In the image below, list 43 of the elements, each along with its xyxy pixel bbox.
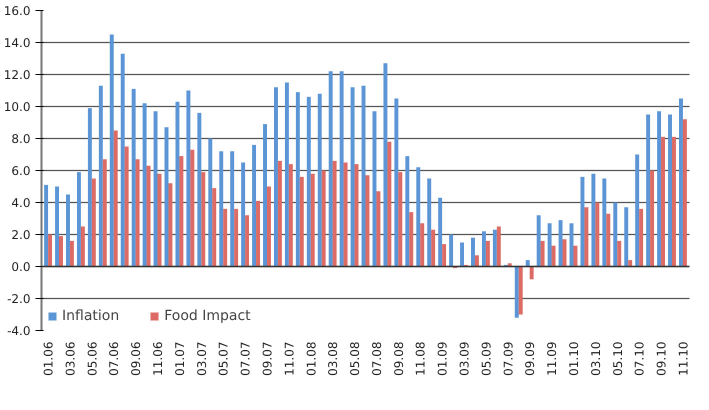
y-tick-label: 8.0 [11,132,31,146]
x-tick-label: 01.08 [304,341,318,376]
x-tick-label: 11.10 [676,341,690,376]
x-tick-label: 07.06 [107,341,122,376]
x-tick-label: 05.08 [348,341,362,376]
x-tick-label: 07.09 [501,341,516,376]
y-tick-label: 0.0 [11,260,31,274]
x-tick-label: 09.10 [654,341,669,376]
legend-label: Food Impact [164,308,251,324]
y-tick-label: -4.0 [7,324,31,338]
y-tick-label: 6.0 [11,164,31,178]
x-tick-label: 01.06 [42,341,56,376]
x-tick-label: 11.09 [545,341,560,376]
y-tick-label: 14.0 [4,36,30,50]
y-tick-label: 2.0 [11,228,31,242]
x-tick-label: 05.07 [216,341,231,376]
x-tick-label: 03.07 [194,341,209,376]
x-tick-label: 03.06 [63,341,78,376]
x-tick-label: 11.06 [151,341,166,376]
y-tick-label: 10.0 [4,100,30,114]
y-tick-label: 16.0 [4,4,30,18]
x-tick-label: 07.07 [238,341,253,376]
x-tick-label: 11.07 [282,341,296,376]
x-tick-label: 09.08 [392,341,406,376]
x-tick-label: 01.10 [566,341,581,376]
y-tick-label: -2.0 [7,292,31,306]
y-tick-label: 12.0 [4,68,30,82]
x-tick-label: 11.08 [414,341,428,376]
x-tick-label: 07.10 [632,341,647,376]
x-tick-label: 01.07 [172,341,187,376]
x-tick-label: 03.08 [326,341,340,376]
x-tick-label: 03.10 [588,341,603,376]
x-tick-label: 03.09 [458,341,472,376]
y-tick-label: 4.0 [11,196,31,210]
x-tick-label: 05.09 [479,341,494,376]
x-tick-label: 05.06 [85,341,100,376]
x-tick-label: 07.08 [370,341,384,376]
x-tick-label: 09.07 [260,341,274,376]
x-tick-label: 05.10 [610,341,625,376]
legend-label: Inflation [62,308,120,324]
x-tick-label: 01.09 [436,341,450,376]
x-tick-label: 09.09 [523,341,538,376]
x-tick-label: 09.06 [129,341,144,376]
